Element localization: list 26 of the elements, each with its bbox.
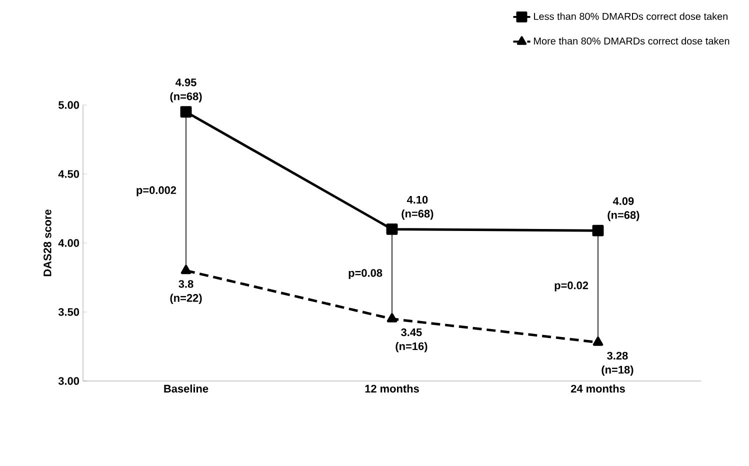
data-label: 3.45 (n=16) bbox=[396, 328, 428, 352]
data-label: 4.09 (n=68) bbox=[608, 197, 640, 222]
point bbox=[180, 106, 192, 118]
point bbox=[592, 336, 604, 346]
annotation: p=0.08 bbox=[348, 269, 382, 280]
data-label: 3.28 (n=18) bbox=[602, 352, 634, 376]
annotation: p=0.002 bbox=[136, 186, 176, 196]
point bbox=[386, 313, 398, 322]
y-tick-label: 3.50 bbox=[58, 308, 80, 316]
x-tick-label: Baseline bbox=[164, 384, 208, 393]
data-label: 4.95 (n=68) bbox=[170, 78, 202, 102]
point bbox=[180, 264, 192, 274]
x-tick-label: 24 months bbox=[570, 384, 625, 393]
y-tick-label: 4.00 bbox=[58, 239, 80, 247]
y-tick-label: 3.00 bbox=[58, 377, 80, 385]
y-tick-label: 5.00 bbox=[58, 101, 80, 109]
point bbox=[592, 224, 604, 236]
data-label: 3.8 (n=22) bbox=[170, 280, 202, 304]
y-axis-title: DAS28 score bbox=[44, 210, 52, 276]
annotation: p=0.02 bbox=[554, 282, 588, 292]
x-tick-label: 12 months bbox=[365, 384, 419, 393]
legend-label: Less than 80% DMARDs correct dose taken bbox=[534, 12, 728, 20]
data-label: 4.10 (n=68) bbox=[402, 196, 434, 220]
legend-label: More than 80% DMARDs correct dose taken bbox=[534, 37, 730, 45]
point bbox=[386, 223, 398, 235]
y-tick-label: 4.50 bbox=[58, 170, 80, 178]
